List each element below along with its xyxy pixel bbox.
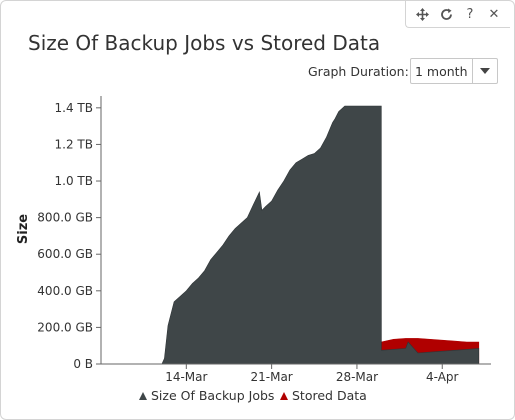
y-tick-label: 400.0 GB <box>37 284 93 298</box>
graph-duration-value: 1 month <box>415 63 468 79</box>
graph-duration-label: Graph Duration: <box>308 64 409 79</box>
legend-stored-marker <box>280 392 288 400</box>
y-tick-label: 200.0 GB <box>37 320 93 334</box>
widget-title: Size Of Backup Jobs vs Stored Data <box>28 31 381 55</box>
y-axis-label: Size <box>16 214 31 244</box>
legend-label: Size Of Backup Jobs <box>151 388 274 403</box>
y-tick-label: 1.2 TB <box>55 137 93 151</box>
x-tick-label: 4-Apr <box>426 370 459 384</box>
y-tick-label: 1.4 TB <box>55 101 93 115</box>
backup-jobs-area <box>113 105 480 365</box>
legend-label: Stored Data <box>292 388 367 403</box>
y-tick-label: 0 B <box>73 357 93 371</box>
stored-data-area <box>380 338 480 365</box>
x-tick-label: 21-Mar <box>251 370 293 384</box>
y-tick-label: 600.0 GB <box>37 247 93 261</box>
x-tick-label: 28-Mar <box>336 370 378 384</box>
y-tick-label: 1.0 TB <box>55 174 93 188</box>
legend-backup-marker <box>139 392 147 400</box>
x-tick-label: 14-Mar <box>165 370 207 384</box>
graph-duration-select[interactable]: 1 month <box>410 58 498 84</box>
chart-legend: Size Of Backup Jobs Stored Data <box>139 388 367 403</box>
close-icon[interactable]: ✕ <box>488 6 500 22</box>
widget-toolbar: ? ✕ <box>405 1 510 28</box>
help-icon[interactable]: ? <box>466 6 474 22</box>
y-tick-label: 800.0 GB <box>37 211 93 225</box>
chevron-down-icon[interactable] <box>472 59 497 83</box>
move-icon[interactable] <box>410 2 434 26</box>
refresh-icon[interactable] <box>434 2 458 26</box>
